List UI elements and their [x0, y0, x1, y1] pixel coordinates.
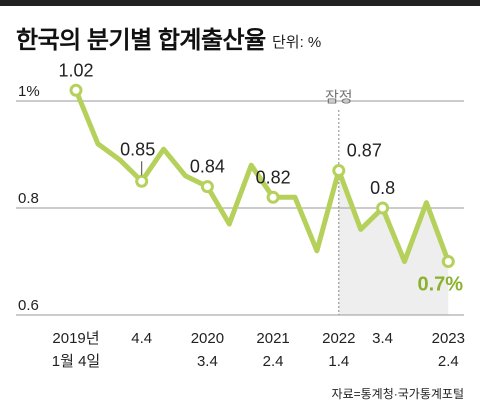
top-rule — [0, 0, 480, 6]
provisional-shade-layer — [338, 170, 449, 315]
data-label: 0.87 — [347, 141, 382, 161]
data-label: 0.8 — [370, 178, 395, 198]
x-tick-label: 2021 — [256, 330, 289, 347]
data-point — [376, 201, 390, 215]
source-note: 자료=통계청·국가통계포털 — [331, 387, 464, 401]
data-label: 0.7% — [418, 274, 464, 296]
gridlines: 1% 0.8 0.6 — [16, 83, 464, 316]
data-label: 0.84 — [190, 157, 225, 177]
y-tick-label: 0.8 — [18, 190, 39, 207]
provisional-marker: 잠정 — [325, 89, 353, 315]
data-label: 0.82 — [256, 167, 291, 187]
provisional-label: 잠정 — [325, 89, 353, 106]
x-tick-label: 2020 — [191, 330, 224, 347]
chart-title: 한국의 분기별 합계출산율 — [16, 27, 266, 54]
x-tick-label: 3.4 — [372, 330, 393, 347]
x-tick-label: 2022 — [322, 330, 355, 347]
x-tick-label: 2019년 — [52, 330, 99, 347]
unit-label: 단위: % — [272, 34, 322, 51]
data-point — [266, 190, 280, 204]
x-tick-label: 4.4 — [131, 330, 152, 347]
x-tick-sublabel: 1.4 — [328, 353, 349, 370]
data-label: 1.02 — [58, 60, 93, 80]
x-axis-labels: 2019년 1월 4일 4.4 2020 3.4 2021 2.4 2022 1.4 3.4 202… — [52, 330, 465, 370]
data-point — [200, 180, 214, 194]
y-tick-label: 1% — [18, 83, 40, 100]
data-point — [135, 174, 149, 188]
data-point — [441, 255, 455, 268]
x-tick-sublabel: 1월 4일 — [52, 353, 100, 370]
x-tick-sublabel: 2.4 — [263, 353, 284, 370]
x-tick-label: 2023 — [432, 330, 465, 347]
data-labels: 1.02 0.85 0.84 0.82 0.87 0.8 0.7% — [58, 60, 463, 295]
y-tick-label: 0.6 — [18, 297, 39, 314]
x-tick-sublabel: 3.4 — [197, 353, 218, 370]
data-label: 0.85 — [120, 139, 155, 159]
x-tick-sublabel: 2.4 — [438, 353, 459, 370]
data-point — [69, 83, 83, 97]
data-point — [332, 164, 346, 178]
provisional-shade — [338, 170, 449, 315]
data-points — [69, 83, 455, 268]
